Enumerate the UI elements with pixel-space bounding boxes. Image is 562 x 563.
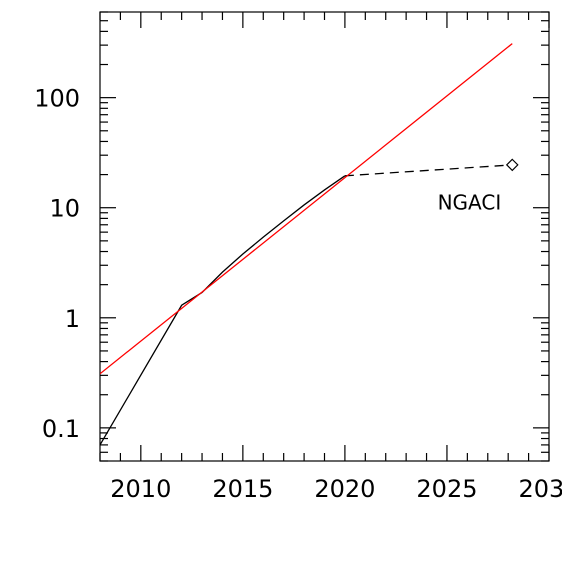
plot-frame xyxy=(99,11,550,462)
x-tick-label: 2010 xyxy=(110,475,171,503)
annotation-label: NGACI xyxy=(438,191,502,215)
y-tick-label: 1 xyxy=(65,305,80,333)
marker-group xyxy=(505,158,519,172)
x-tick-label: 2020 xyxy=(314,475,375,503)
diamond-marker xyxy=(505,158,519,172)
series-line-0 xyxy=(100,175,346,446)
x-tick-label: 2015 xyxy=(212,475,273,503)
x-tick-label: 2025 xyxy=(416,475,477,503)
annotation-group: NGACI xyxy=(438,191,502,215)
axis-ticks xyxy=(99,11,550,462)
series-line-1 xyxy=(344,164,513,177)
y-tick-label: 100 xyxy=(34,85,80,113)
series-group xyxy=(100,43,513,446)
series-line-2 xyxy=(100,43,513,375)
y-tick-label: 10 xyxy=(49,195,80,223)
y-tick-label: 0.1 xyxy=(42,415,80,443)
